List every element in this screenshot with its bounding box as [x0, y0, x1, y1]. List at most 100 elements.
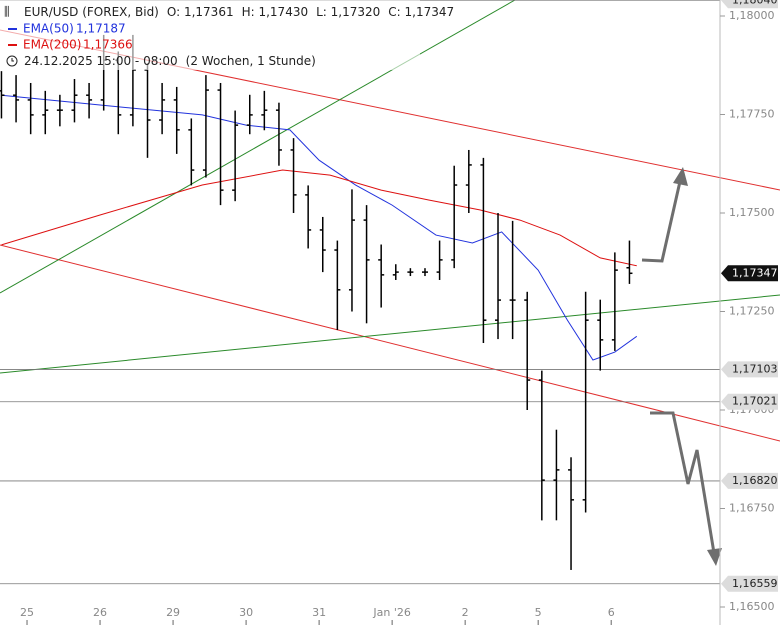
period: 24.12.2025 15:00 - 08:00: [24, 54, 178, 68]
x-tick-label: 29: [166, 606, 180, 619]
legend-name: EMA(50): [23, 22, 74, 36]
forecast-arrows: [641, 167, 722, 566]
ohlc-bar: [378, 244, 385, 308]
chart-icon: ⫼: [4, 5, 10, 19]
price-box: [721, 361, 778, 378]
ohlc-bar: [495, 213, 502, 340]
ohlc-bar: [407, 268, 414, 277]
ohlc-bar: [13, 75, 20, 123]
ohlc-bar: [509, 220, 516, 340]
clock-icon: [6, 55, 18, 67]
ohlc-bar: [56, 94, 63, 127]
price-box: [721, 472, 778, 489]
header: ⫼ EUR/USD (FOREX, Bid) O: 1,17361 H: 1,174…: [0, 0, 454, 70]
y-tick-label: 1,16750: [729, 502, 775, 515]
ohlc-bar: [0, 71, 5, 119]
ohlc-bar: [480, 157, 487, 344]
price-box-label: 1,17021: [732, 395, 778, 408]
symbol: EUR/USD (FOREX, Bid): [24, 5, 159, 19]
ohlc: O: 1,17361: [167, 5, 234, 19]
y-tick-label: 1,17250: [729, 305, 775, 318]
x-tick-label: 26: [93, 606, 107, 619]
legend: EMA(50) 1,17187 EMA(200) 1,17366: [8, 22, 133, 52]
ohlc-bar: [217, 82, 224, 206]
ohlc-bar: [159, 82, 166, 135]
ohlc-bar: [334, 240, 341, 331]
legend-value: 1,17366: [83, 38, 133, 52]
legend-name: EMA(200): [23, 38, 81, 52]
ohlc-bar: [290, 138, 297, 213]
ohlc-bar: [626, 240, 633, 284]
ohlc-bar: [27, 82, 34, 135]
axes: 1,165001,167501,170001,172501,175001,177…: [20, 0, 778, 625]
price-box: [721, 575, 778, 592]
ohlc-bar: [232, 110, 239, 202]
ohlc-bar: [363, 205, 370, 324]
ohlc: C: 1,17347: [388, 5, 454, 19]
ohlc-bar: [275, 102, 282, 166]
price-box: [721, 265, 778, 282]
arrow-down: [650, 411, 716, 554]
trendline: [0, 0, 516, 294]
price-box-label: 1,18040: [732, 0, 778, 6]
ohlc-bar: [451, 165, 458, 269]
range: (2 Wochen, 1 Stunde): [186, 54, 316, 68]
y-tick-label: 1,16500: [729, 600, 775, 613]
ohlc-bar: [261, 90, 268, 131]
ohlc-bar: [188, 118, 195, 186]
price-box-label: 1,16820: [732, 474, 778, 487]
price-box: [721, 393, 778, 410]
header-line: EUR/USD (FOREX, Bid) O: 1,17361 H: 1,17430…: [24, 5, 454, 19]
price-box-label: 1,16559: [732, 577, 778, 590]
header-bg: [0, 0, 420, 70]
ohlc-bar: [524, 291, 531, 410]
ohlc-bar: [553, 429, 560, 521]
ohlc-bar: [436, 240, 443, 280]
arrow-up: [641, 176, 683, 263]
x-tick-label: Jan '26: [372, 606, 410, 619]
trendline: [0, 244, 780, 442]
ohlc-bar: [538, 370, 545, 521]
ohlc-bar: [568, 457, 575, 570]
x-tick-label: 6: [608, 606, 615, 619]
clock-hand: [11, 58, 14, 62]
ohlc-bar: [319, 216, 326, 273]
price-box-label: 1,17347: [732, 266, 778, 279]
ohlc-bar: [421, 268, 428, 277]
x-tick-label: 2: [462, 606, 469, 619]
trendline: [0, 294, 780, 374]
ohlc-bar: [611, 252, 618, 351]
ohlc-bar: [173, 86, 180, 154]
y-tick-label: 1,17500: [729, 206, 775, 219]
ohlc-bar: [202, 75, 209, 178]
ohlc-bar: [71, 79, 78, 123]
legend-value: 1,17187: [76, 22, 126, 36]
arrow-head: [673, 167, 688, 186]
ohlc-bar: [305, 185, 312, 249]
x-tick-label: 30: [239, 606, 253, 619]
ohlc-bar: [392, 264, 399, 280]
ohlc-bar: [465, 149, 472, 213]
price-box: [721, 0, 778, 9]
ohlc-bar: [144, 63, 151, 158]
y-tick-label: 1,18000: [729, 9, 775, 22]
ohlc-bar: [86, 82, 93, 119]
x-tick-label: 25: [20, 606, 34, 619]
arrow-head: [707, 548, 722, 566]
price-box-label: 1,17103: [732, 362, 778, 375]
x-tick-label: 5: [535, 606, 542, 619]
ohlc-bar: [582, 291, 589, 513]
ohlc-bar: [597, 299, 604, 371]
ohlc: H: 1,17430: [242, 5, 309, 19]
ohlc-bar: [42, 90, 49, 135]
ohlc-bar: [246, 94, 253, 135]
ema-line: [1, 94, 638, 361]
ohlc: L: 1,17320: [316, 5, 380, 19]
ema-line: [1, 169, 637, 267]
period-line: 24.12.2025 15:00 - 08:00 (2 Wochen, 1 Stu…: [24, 54, 316, 68]
ohlc-bar: [348, 189, 355, 312]
x-tick-label: 31: [312, 606, 326, 619]
y-tick-label: 1,17750: [729, 108, 775, 121]
